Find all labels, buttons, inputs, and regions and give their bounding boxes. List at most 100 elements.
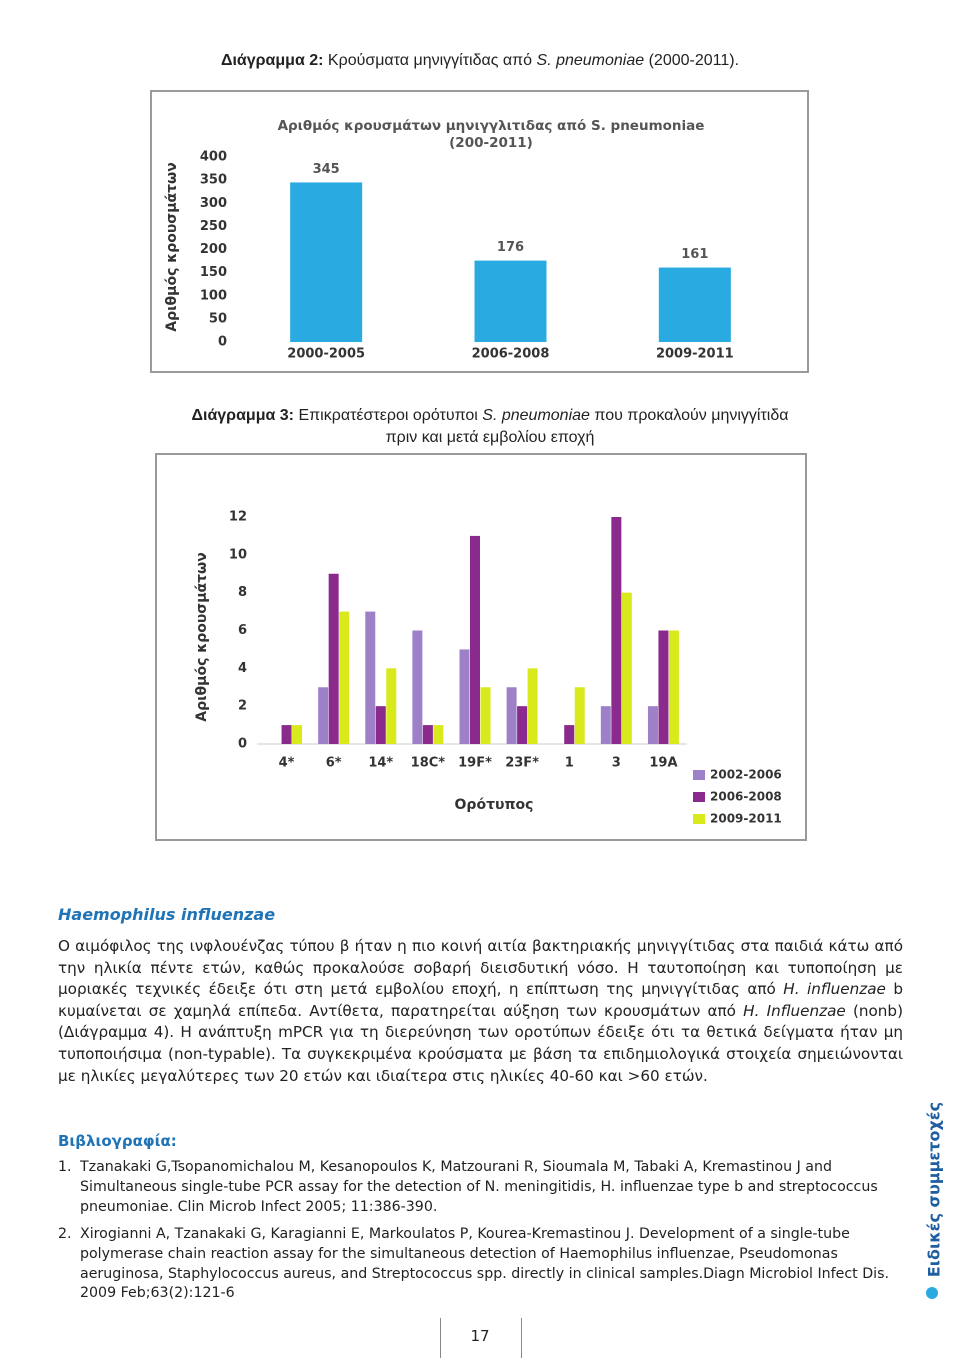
bar <box>281 725 292 744</box>
bar <box>422 725 433 744</box>
x-axis-label: Ορότυπος <box>455 797 534 813</box>
reference-text: Tzanakaki G,Tsopanomichalou M, Kesanopou… <box>80 1159 878 1215</box>
y-tick-label: 250 <box>200 219 227 234</box>
reference: 1. Tzanakaki G,Tsopanomichalou M, Kesanop… <box>58 1158 903 1217</box>
legend-label: 2002-2006 <box>710 768 782 782</box>
y-tick-label: 2 <box>238 699 247 714</box>
x-tick-label: 19A <box>649 756 677 771</box>
legend-label: 2006-2008 <box>710 790 782 804</box>
bar <box>470 535 480 744</box>
bar <box>459 649 470 744</box>
legend-swatch <box>693 814 705 824</box>
x-tick-label: 2000-2005 <box>287 347 365 362</box>
text-italic: H. influenzae <box>783 980 886 999</box>
bar <box>600 706 611 744</box>
paragraph: Ο αιμόφιλος της ινφλουένζας τύπου β ήταν… <box>58 936 903 1087</box>
y-tick-label: 400 <box>200 150 227 165</box>
y-tick-label: 10 <box>229 547 247 562</box>
x-tick-label: 23F* <box>505 756 539 771</box>
bar <box>375 706 386 744</box>
text: Ο αιμόφιλος της ινφλουένζας τύπου β ήταν… <box>58 937 903 999</box>
caption-text: (2000-2011). <box>644 52 740 69</box>
y-tick-label: 150 <box>200 265 227 280</box>
value-label: 176 <box>497 240 524 255</box>
side-label: Ειδικές συμμετοχές <box>924 1101 944 1278</box>
chart: 0 50 100 150 200 250 300 350 400 Αριθμός κρουσμάτ… <box>150 90 809 373</box>
x-tick-label: 2009-2011 <box>656 347 734 362</box>
value-label: 345 <box>313 162 340 177</box>
caption: Διάγραμμα 3: Επικρατέστεροι ορότυποι S. … <box>180 405 800 449</box>
y-tick-label: 100 <box>200 288 227 303</box>
bar <box>517 706 528 744</box>
caption-label: Διάγραμμα 3: <box>191 407 295 424</box>
bar <box>328 573 339 744</box>
bar <box>611 517 622 744</box>
x-tick-label: 14* <box>368 756 393 771</box>
page-number-box <box>440 1318 522 1358</box>
y-axis-label: Αριθμός κρουσμάτων <box>164 162 180 332</box>
page-number: 17 <box>470 1327 490 1345</box>
text-italic: H. Influenzae <box>743 1001 846 1020</box>
bar <box>386 668 397 744</box>
legend-label: 2009-2011 <box>710 812 782 826</box>
chart: 0 2 4 6 8 10 12 Αριθμός κρουσμάτων Ορότυπος 4* 6* 1… <box>155 453 807 841</box>
bar <box>621 592 632 744</box>
caption-italic: S. pneumoniae <box>482 407 590 424</box>
reference-text: Xirogianni A, Tzanakaki G, Karagianni E,… <box>80 1226 889 1302</box>
bar <box>290 182 363 342</box>
bar <box>658 630 669 744</box>
value-label: 161 <box>681 247 708 262</box>
chart-title: Αριθμός κρουσμάτων μηνιγγλιτιδας από S. … <box>278 118 705 134</box>
bar <box>564 725 575 744</box>
bar <box>668 630 679 744</box>
section-heading: Haemophilus influenzae <box>58 905 276 924</box>
x-tick-label: 4* <box>279 756 295 771</box>
y-tick-label: 50 <box>209 311 227 326</box>
y-tick-label: 300 <box>200 196 227 211</box>
bar <box>480 687 491 744</box>
y-tick-label: 200 <box>200 242 227 257</box>
x-tick-label: 6* <box>326 756 342 771</box>
text: b κυμαίνεται σε χαμηλά επίπεδα. Αντίθετα… <box>58 980 904 1020</box>
x-tick-label: 3 <box>612 756 621 771</box>
bar <box>658 267 731 342</box>
y-tick-label: 0 <box>218 335 227 350</box>
y-tick-label: 4 <box>238 661 247 676</box>
x-tick-label: 18C* <box>411 756 446 771</box>
bar <box>574 687 585 744</box>
caption-text: Επικρατέστεροι ορότυποι <box>294 407 483 424</box>
reference-number: 1. <box>58 1159 72 1175</box>
bar <box>506 687 517 744</box>
bar <box>433 725 444 744</box>
reference: 2. Xirogianni A, Tzanakaki G, Karagianni … <box>58 1225 903 1304</box>
y-tick-label: 12 <box>229 510 247 525</box>
y-tick-label: 350 <box>200 173 227 188</box>
bar <box>474 260 547 342</box>
bar <box>339 611 350 744</box>
y-axis-label: Αριθμός κρουσμάτων <box>194 552 210 722</box>
bar <box>365 611 376 744</box>
side-dot <box>926 1287 938 1299</box>
x-tick-label: 19F* <box>458 756 492 771</box>
bar <box>647 706 658 744</box>
reference-number: 2. <box>58 1226 72 1242</box>
bar <box>412 630 423 744</box>
bar <box>292 725 303 744</box>
y-tick-label: 8 <box>238 585 247 600</box>
caption-label: Διάγραμμα 2: <box>220 52 324 69</box>
x-tick-label: 2006-2008 <box>472 347 550 362</box>
caption-italic: S. pneumoniae <box>536 52 645 69</box>
references-heading: Βιβλιογραφία: <box>58 1132 177 1150</box>
legend-swatch <box>693 792 705 802</box>
caption-text: που προκαλούν μηνιγγίτιδα πριν και μετά … <box>385 407 789 446</box>
legend-swatch <box>693 770 705 780</box>
text: (nonb) (Διάγραμμα 4). Η ανάπτυξη mPCR γι… <box>58 1001 903 1085</box>
bar <box>318 687 329 744</box>
caption: Διάγραμμα 2: Κρούσματα μηνιγγίτιδας από … <box>0 52 960 70</box>
y-tick-label: 0 <box>238 737 247 752</box>
x-tick-label: 1 <box>565 756 574 771</box>
bar <box>527 668 538 744</box>
caption-text: Κρούσματα μηνιγγίτιδας από <box>323 52 537 69</box>
y-tick-label: 6 <box>238 623 247 638</box>
